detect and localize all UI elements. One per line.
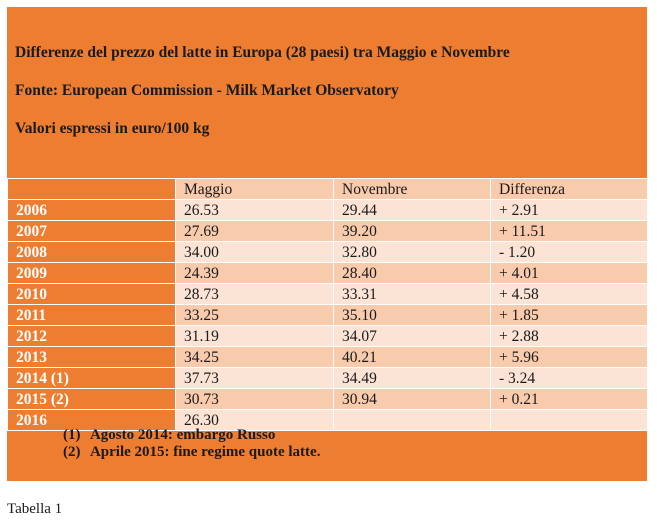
- header-cell-differenza: Differenza: [490, 178, 648, 200]
- row-maggio: 33.25: [175, 304, 334, 326]
- row-novembre: [333, 409, 491, 431]
- row-differenza: + 0.21: [490, 388, 648, 410]
- row-year: 2013: [7, 346, 176, 368]
- units-line: Valori espressi in euro/100 kg: [15, 120, 210, 137]
- table-header-row: Maggio Novembre Differenza: [7, 178, 648, 200]
- row-year: 2014 (1): [7, 367, 176, 389]
- milk-price-card: Differenze del prezzo del latte in Europ…: [7, 7, 648, 481]
- row-year: 2006: [7, 199, 176, 221]
- footnote-2-text: Aprile 2015: fine regime quote latte.: [89, 444, 321, 460]
- row-year: 2010: [7, 283, 176, 305]
- row-maggio: 34.00: [175, 241, 334, 263]
- footnote-1-text: Agosto 2014: embargo Russo: [89, 427, 276, 443]
- price-table: Maggio Novembre Differenza 2006 26.53 29…: [7, 178, 648, 431]
- row-differenza: + 11.51: [490, 220, 648, 242]
- table-row: 2009 24.39 28.40 + 4.01: [7, 262, 648, 284]
- table-row: 2016 26.30: [7, 409, 648, 431]
- row-year: 2012: [7, 325, 176, 347]
- row-year: 2007: [7, 220, 176, 242]
- table-row: 2012 31.19 34.07 + 2.88: [7, 325, 648, 347]
- row-differenza: + 1.85: [490, 304, 648, 326]
- row-year: 2016: [7, 409, 176, 431]
- table-row: 2010 28.73 33.31 + 4.58: [7, 283, 648, 305]
- row-novembre: 40.21: [333, 346, 491, 368]
- row-novembre: 39.20: [333, 220, 491, 242]
- row-novembre: 33.31: [333, 283, 491, 305]
- footnote-1-number: (1): [63, 427, 81, 443]
- row-differenza: - 3.24: [490, 367, 648, 389]
- row-maggio: 24.39: [175, 262, 334, 284]
- row-maggio: 37.73: [175, 367, 334, 389]
- footnotes: (1) Agosto 2014: embargo Russo (2) April…: [63, 427, 320, 461]
- table-row: 2007 27.69 39.20 + 11.51: [7, 220, 648, 242]
- row-differenza: + 2.91: [490, 199, 648, 221]
- footnote-2-number: (2): [63, 444, 81, 460]
- row-year: 2015 (2): [7, 388, 176, 410]
- row-maggio: 27.69: [175, 220, 334, 242]
- row-year: 2011: [7, 304, 176, 326]
- table-row: 2011 33.25 35.10 + 1.85: [7, 304, 648, 326]
- card-header: Differenze del prezzo del latte in Europ…: [7, 7, 647, 178]
- row-novembre: 35.10: [333, 304, 491, 326]
- row-maggio: 34.25: [175, 346, 334, 368]
- row-differenza: + 2.88: [490, 325, 648, 347]
- row-maggio: 26.53: [175, 199, 334, 221]
- row-maggio: 31.19: [175, 325, 334, 347]
- table-row: 2014 (1) 37.73 34.49 - 3.24: [7, 367, 648, 389]
- row-differenza: + 5.96: [490, 346, 648, 368]
- row-differenza: + 4.58: [490, 283, 648, 305]
- row-differenza: [490, 409, 648, 431]
- header-cell-maggio: Maggio: [175, 178, 334, 200]
- row-novembre: 29.44: [333, 199, 491, 221]
- row-novembre: 30.94: [333, 388, 491, 410]
- footnote-1: (1) Agosto 2014: embargo Russo: [63, 427, 320, 444]
- header-cell-year: [7, 178, 176, 200]
- source-line: Fonte: European Commission - Milk Market…: [15, 82, 399, 99]
- row-differenza: + 4.01: [490, 262, 648, 284]
- table-caption: Tabella 1: [7, 501, 63, 517]
- table-title: Differenze del prezzo del latte in Europ…: [15, 44, 510, 61]
- row-maggio: 30.73: [175, 388, 334, 410]
- row-maggio: 26.30: [175, 409, 334, 431]
- row-novembre: 28.40: [333, 262, 491, 284]
- footnote-2: (2) Aprile 2015: fine regime quote latte…: [63, 444, 320, 461]
- row-novembre: 34.49: [333, 367, 491, 389]
- row-maggio: 28.73: [175, 283, 334, 305]
- row-year: 2009: [7, 262, 176, 284]
- row-differenza: - 1.20: [490, 241, 648, 263]
- table-row: 2015 (2) 30.73 30.94 + 0.21: [7, 388, 648, 410]
- table-row: 2006 26.53 29.44 + 2.91: [7, 199, 648, 221]
- row-novembre: 34.07: [333, 325, 491, 347]
- table-row: 2008 34.00 32.80 - 1.20: [7, 241, 648, 263]
- row-year: 2008: [7, 241, 176, 263]
- header-cell-novembre: Novembre: [333, 178, 491, 200]
- row-novembre: 32.80: [333, 241, 491, 263]
- table-row: 2013 34.25 40.21 + 5.96: [7, 346, 648, 368]
